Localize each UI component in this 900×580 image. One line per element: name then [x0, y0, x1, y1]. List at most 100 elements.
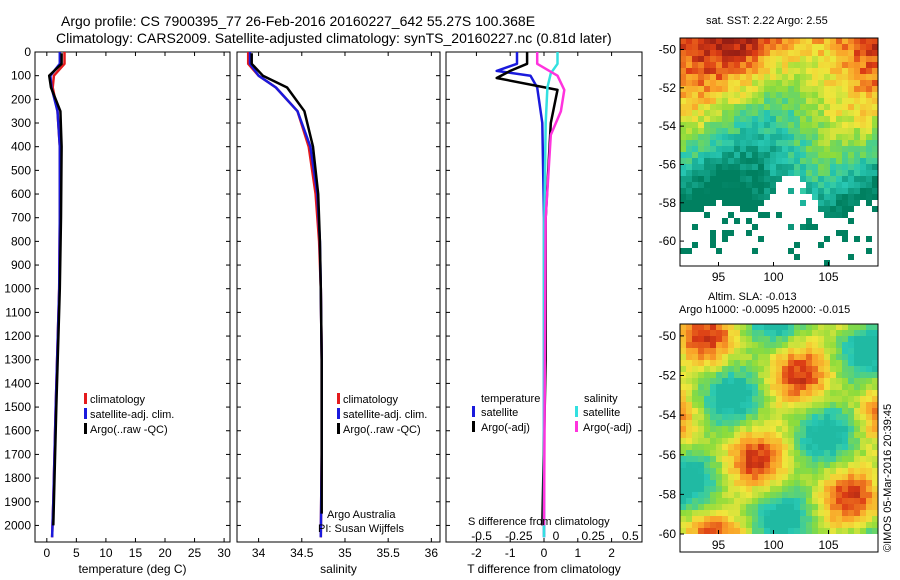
sla-cell [752, 402, 758, 408]
sla-cell [800, 420, 806, 426]
sla-cell [806, 408, 812, 414]
sla-cell [782, 384, 788, 390]
sst-cell [806, 68, 812, 74]
sst-cell [770, 104, 776, 110]
sla-cell [842, 384, 848, 390]
sla-cell [782, 444, 788, 450]
sla-cell [740, 498, 746, 504]
sla-cell [812, 456, 818, 462]
legend-swatch-climatology [84, 393, 87, 404]
sst-cell [746, 134, 752, 140]
sla-cell [872, 336, 878, 342]
sst-cell [812, 182, 818, 188]
sla-cell [758, 324, 764, 330]
sst-cell [872, 38, 878, 44]
sla-cell [848, 438, 854, 444]
sst-cell [776, 104, 782, 110]
sst-cell [728, 92, 734, 98]
sst-cell [734, 158, 740, 164]
sst-cell [818, 206, 824, 212]
sst-cell [794, 242, 800, 248]
sst-cell [776, 212, 782, 218]
sla-cell [764, 492, 770, 498]
sst-cell [812, 188, 818, 194]
sst-cell [722, 50, 728, 56]
sst-cell [686, 104, 692, 110]
sla-cell [782, 462, 788, 468]
sla-cell [794, 522, 800, 528]
sla-cell [746, 342, 752, 348]
sst-cell [782, 128, 788, 134]
sla-cell [800, 522, 806, 528]
legend-swatch-climatology [337, 393, 340, 404]
sla-cell [776, 378, 782, 384]
sst-cell [776, 80, 782, 86]
sst-cell [848, 74, 854, 80]
sla-cell [842, 330, 848, 336]
sst-cell [716, 134, 722, 140]
sla-cell [704, 504, 710, 510]
annotation-pi: PI: Susan Wijffels [318, 523, 404, 535]
sla-cell [860, 366, 866, 372]
sla-cell [680, 360, 686, 366]
sst-cell [680, 56, 686, 62]
sla-cell [704, 324, 710, 330]
sst-cell [740, 200, 746, 206]
sla-cell [776, 384, 782, 390]
sla-cell [842, 444, 848, 450]
sst-cell [818, 152, 824, 158]
sst-cell [710, 152, 716, 158]
sla-cell [770, 408, 776, 414]
sst-cell [746, 164, 752, 170]
sla-cell [818, 414, 824, 420]
sst-cell [842, 38, 848, 44]
sla-cell [836, 492, 842, 498]
sst-cell [824, 116, 830, 122]
sla-cell [812, 432, 818, 438]
sla-cell [842, 486, 848, 492]
sst-cell [872, 158, 878, 164]
sla-cell [836, 450, 842, 456]
sla-cell [770, 402, 776, 408]
sla-cell [830, 426, 836, 432]
sst-cell [692, 74, 698, 80]
sla-cell [806, 504, 812, 510]
sla-cell [746, 510, 752, 516]
sla-cell [710, 354, 716, 360]
sst-cell [728, 170, 734, 176]
sla-cell [848, 462, 854, 468]
sst-cell [698, 170, 704, 176]
sst-cell [824, 44, 830, 50]
sst-cell [872, 122, 878, 128]
sst-cell [836, 194, 842, 200]
sst-cell [728, 56, 734, 62]
sst-cell [788, 86, 794, 92]
sst-cell [680, 116, 686, 122]
sla-cell [740, 450, 746, 456]
sla-cell [704, 378, 710, 384]
sst-cell [734, 122, 740, 128]
sla-cell [764, 480, 770, 486]
sst-cell [716, 122, 722, 128]
sst-cell [842, 92, 848, 98]
sst-cell [692, 110, 698, 116]
sst-cell [860, 140, 866, 146]
sst-cell [746, 140, 752, 146]
sst-cell [824, 122, 830, 128]
sst-cell [734, 152, 740, 158]
sla-cell [692, 390, 698, 396]
sst-cell [734, 140, 740, 146]
sst-cell [704, 80, 710, 86]
annotation-institution: Argo Australia [327, 509, 396, 521]
sla-cell [860, 516, 866, 522]
sla-cell [812, 342, 818, 348]
sst-cell [722, 134, 728, 140]
sst-cell [680, 188, 686, 194]
sla-cell [734, 468, 740, 474]
sla-cell [758, 360, 764, 366]
sla-cell [734, 438, 740, 444]
sla-cell [782, 348, 788, 354]
sst-cell [800, 98, 806, 104]
sst-cell [770, 74, 776, 80]
sla-cell [704, 456, 710, 462]
